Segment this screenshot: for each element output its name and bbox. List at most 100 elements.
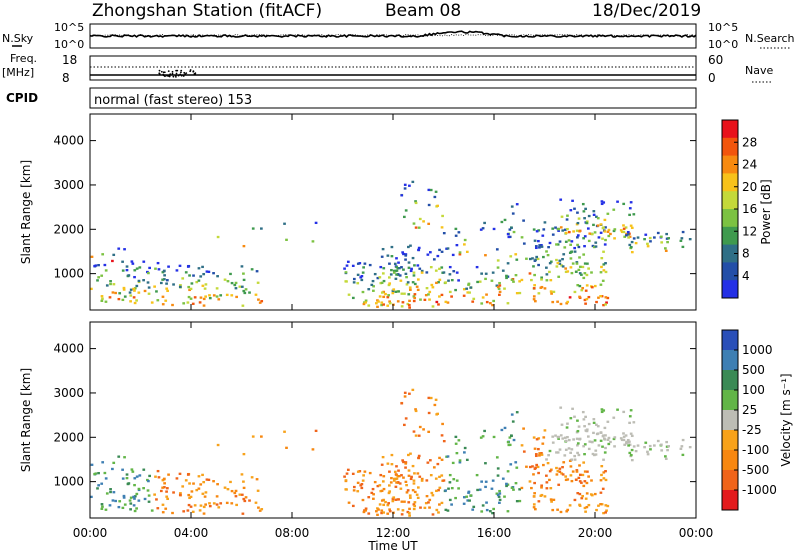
- range-gate-cell: [192, 482, 195, 485]
- range-gate-cell: [240, 285, 244, 288]
- cpid-text: normal (fast stereo) 153: [94, 93, 252, 108]
- range-gate-cell: [584, 207, 587, 211]
- range-gate-cell: [414, 434, 418, 437]
- range-gate-cell: [403, 187, 407, 190]
- range-gate-cell: [256, 489, 260, 492]
- range-gate-cell: [437, 281, 440, 284]
- range-gate-cell: [569, 417, 573, 420]
- range-gate-cell: [133, 301, 137, 305]
- range-gate-cell: [561, 473, 565, 476]
- range-gate-cell: [505, 276, 508, 280]
- range-gate-cell: [188, 288, 191, 292]
- range-gate-cell: [532, 473, 535, 476]
- beam-label: Beam 08: [385, 1, 461, 21]
- range-gate-cell: [234, 281, 238, 285]
- range-gate-cell: [400, 305, 404, 308]
- range-gate-cell: [442, 479, 446, 482]
- range-gate-cell: [476, 280, 479, 284]
- n-search-axis-bottom: 10^0: [708, 38, 738, 51]
- range-gate-cell: [600, 473, 603, 477]
- range-gate-cell: [596, 217, 600, 220]
- range-gate-cell: [364, 507, 368, 510]
- range-gate-cell: [560, 215, 564, 218]
- range-gate-cell: [564, 448, 568, 451]
- range-gate-cell: [520, 444, 524, 447]
- range-gate-cell: [664, 247, 667, 250]
- range-gate-cell: [450, 278, 454, 282]
- range-gate-cell: [592, 223, 595, 227]
- range-gate-cell: [501, 269, 505, 272]
- range-gate-cell: [630, 226, 634, 230]
- range-gate-cell: [462, 288, 466, 291]
- range-gate-cell: [394, 498, 398, 501]
- range-gate-cell: [90, 495, 93, 499]
- range-gate-cell: [361, 290, 365, 294]
- range-gate-cell: [412, 430, 416, 433]
- range-gate-cell: [533, 447, 537, 450]
- range-gate-cell: [129, 288, 133, 291]
- range-gate-cell: [433, 195, 437, 199]
- range-gate-cell: [567, 239, 571, 242]
- range-gate-cell: [515, 258, 519, 261]
- range-gate-cell: [202, 272, 206, 276]
- range-gate-cell: [147, 292, 151, 295]
- range-gate-cell: [452, 270, 456, 273]
- range-gate-cell: [632, 213, 636, 216]
- range-gate-cell: [388, 508, 391, 511]
- range-gate-cell: [518, 291, 522, 295]
- range-gate-cell: [440, 474, 444, 477]
- range-gate-cell: [585, 492, 589, 495]
- range-gate-cell: [605, 509, 608, 512]
- range-gate-cell: [522, 242, 526, 245]
- range-gate-cell: [96, 487, 99, 490]
- range-gate-cell: [400, 292, 404, 295]
- range-gate-cell: [572, 230, 575, 233]
- range-gate-cell: [507, 235, 511, 239]
- range-gate-cell: [569, 266, 573, 269]
- range-gate-cell: [410, 475, 413, 479]
- range-gate-cell: [587, 214, 591, 218]
- range-gate-cell: [445, 247, 448, 250]
- range-gate-cell: [644, 233, 648, 236]
- range-gate-cell: [400, 513, 404, 516]
- range-gate-cell: [360, 483, 364, 486]
- colorbar-swatch: [722, 430, 738, 451]
- range-gate-cell: [540, 493, 544, 497]
- range-gate-cell: [121, 260, 124, 263]
- range-gate-cell: [559, 302, 563, 306]
- range-gate-cell: [581, 473, 585, 477]
- range-gate-cell: [570, 240, 574, 243]
- range-gate-cell: [622, 438, 626, 442]
- range-gate-cell: [135, 299, 138, 302]
- range-gate-cell: [187, 503, 191, 507]
- range-gate-cell: [557, 483, 561, 486]
- range-gate-cell: [560, 472, 563, 475]
- range-gate-cell: [401, 509, 405, 512]
- range-gate-cell: [564, 475, 568, 478]
- range-gate-cell: [432, 466, 436, 469]
- range-gate-cell: [564, 270, 568, 274]
- range-gate-cell: [146, 489, 150, 492]
- range-gate-cell: [132, 287, 135, 291]
- range-gate-cell: [130, 260, 134, 263]
- range-gate-cell: [549, 498, 553, 501]
- range-gate-cell: [256, 281, 260, 284]
- nave-dip-point: [168, 75, 171, 78]
- range-gate-cell: [413, 296, 417, 300]
- range-gate-cell: [463, 451, 466, 454]
- range-gate-cell: [450, 295, 453, 298]
- range-gate-cell: [133, 495, 137, 498]
- range-gate-cell: [351, 504, 355, 508]
- range-gate-cell: [216, 235, 220, 239]
- range-gate-cell: [376, 305, 379, 308]
- range-gate-cell: [137, 487, 141, 491]
- range-gate-cell: [576, 236, 579, 239]
- range-gate-cell: [601, 435, 605, 438]
- range-gate-cell: [601, 227, 605, 230]
- range-gate-cell: [551, 300, 555, 304]
- range-gate-cell: [558, 259, 562, 262]
- range-gate-cell: [380, 255, 384, 258]
- range-gate-cell: [393, 262, 397, 265]
- range-gate-cell: [404, 462, 408, 465]
